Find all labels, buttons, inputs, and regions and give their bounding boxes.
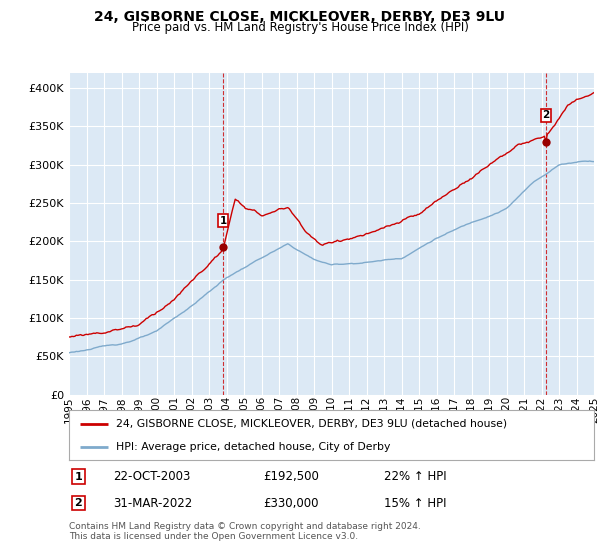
Text: 2: 2 bbox=[542, 110, 550, 120]
Text: £330,000: £330,000 bbox=[263, 497, 319, 510]
Text: £192,500: £192,500 bbox=[263, 470, 319, 483]
Text: 22-OCT-2003: 22-OCT-2003 bbox=[113, 470, 191, 483]
Text: 22% ↑ HPI: 22% ↑ HPI bbox=[384, 470, 446, 483]
Text: Price paid vs. HM Land Registry's House Price Index (HPI): Price paid vs. HM Land Registry's House … bbox=[131, 21, 469, 34]
Text: 1: 1 bbox=[220, 216, 227, 226]
Text: 24, GISBORNE CLOSE, MICKLEOVER, DERBY, DE3 9LU: 24, GISBORNE CLOSE, MICKLEOVER, DERBY, D… bbox=[95, 10, 505, 24]
Text: 31-MAR-2022: 31-MAR-2022 bbox=[113, 497, 193, 510]
Text: 2: 2 bbox=[74, 498, 82, 508]
Text: 24, GISBORNE CLOSE, MICKLEOVER, DERBY, DE3 9LU (detached house): 24, GISBORNE CLOSE, MICKLEOVER, DERBY, D… bbox=[116, 418, 508, 428]
Text: 1: 1 bbox=[74, 472, 82, 482]
Text: Contains HM Land Registry data © Crown copyright and database right 2024.
This d: Contains HM Land Registry data © Crown c… bbox=[69, 522, 421, 542]
Text: 15% ↑ HPI: 15% ↑ HPI bbox=[384, 497, 446, 510]
Text: HPI: Average price, detached house, City of Derby: HPI: Average price, detached house, City… bbox=[116, 442, 391, 452]
